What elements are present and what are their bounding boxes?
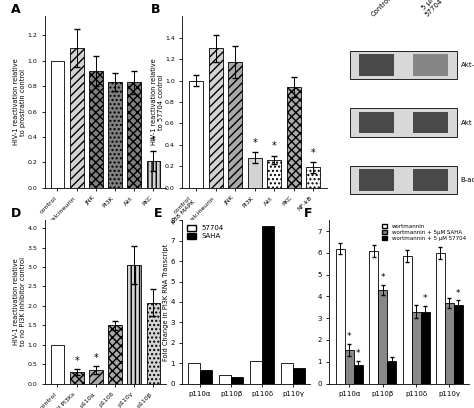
Bar (128, 82, 141, 188)
Bar (281, 363, 293, 384)
Text: *: * (74, 356, 79, 366)
Bar (350, 51, 456, 79)
Bar (420, 312, 429, 384)
Bar (350, 166, 456, 195)
Text: *: * (423, 294, 427, 303)
Bar (359, 169, 394, 191)
Bar (228, 62, 242, 188)
Bar (51, 61, 64, 188)
Text: D: D (11, 207, 21, 220)
Bar (369, 251, 378, 384)
Y-axis label: HIV-1 reactivation relative
to 57704 control: HIV-1 reactivation relative to 57704 con… (151, 59, 164, 145)
Bar (128, 265, 141, 384)
Bar (411, 312, 420, 384)
Text: *: * (347, 332, 352, 341)
Bar (146, 303, 160, 384)
Bar (378, 290, 387, 384)
Text: Akt: Akt (460, 120, 472, 126)
Bar (436, 253, 445, 384)
Bar (287, 87, 301, 188)
Legend: wortmannin, wortmannin + 5µM SAHA, wortmannin + 5 µM 57704: wortmannin, wortmannin + 5µM SAHA, wortm… (382, 223, 466, 242)
Bar (262, 226, 273, 384)
Bar (89, 370, 103, 384)
Text: E: E (155, 207, 163, 220)
Text: *: * (272, 141, 277, 151)
Text: Control: Control (370, 0, 392, 18)
Bar (248, 157, 262, 188)
Bar (402, 256, 411, 384)
Bar (387, 361, 396, 384)
Bar (70, 372, 83, 384)
Text: A: A (11, 3, 21, 16)
Bar (200, 370, 212, 384)
Bar (51, 345, 64, 384)
Text: *: * (381, 273, 385, 282)
Text: F: F (304, 207, 313, 220)
Bar (345, 350, 354, 384)
Bar (108, 82, 122, 188)
Text: *: * (151, 136, 156, 146)
Bar (146, 161, 160, 188)
Bar (413, 54, 448, 75)
Bar (354, 365, 363, 384)
Bar (359, 112, 394, 133)
Text: *: * (356, 350, 361, 359)
Bar (293, 368, 305, 384)
Text: *: * (456, 289, 461, 298)
Bar (445, 303, 454, 384)
Text: *: * (93, 353, 98, 363)
Bar (306, 167, 320, 188)
Bar (209, 49, 223, 188)
Text: *: * (252, 138, 257, 148)
Text: 5 µM
57704: 5 µM 57704 (419, 0, 444, 18)
Bar (250, 361, 262, 384)
Bar (70, 48, 83, 188)
Y-axis label: HIV-1 reactivation relative
to prostratin control: HIV-1 reactivation relative to prostrati… (13, 59, 26, 145)
Bar (413, 169, 448, 191)
Bar (359, 54, 394, 75)
Bar (89, 71, 103, 188)
Y-axis label: HIV-1 reactivation relative
to no PI3K inhibitor control: HIV-1 reactivation relative to no PI3K i… (13, 257, 26, 346)
Bar (219, 375, 231, 384)
Text: B: B (151, 3, 160, 16)
Bar (108, 325, 122, 384)
Text: Akt-P: Akt-P (460, 62, 474, 68)
Bar (350, 108, 456, 137)
Bar (188, 363, 200, 384)
Legend: 57704, SAHA: 57704, SAHA (186, 224, 225, 240)
Bar (413, 112, 448, 133)
Bar (454, 305, 463, 384)
Bar (189, 81, 203, 188)
Y-axis label: Fold Change in PI3K RNA Transcript: Fold Change in PI3K RNA Transcript (163, 243, 169, 361)
Text: *: * (311, 148, 316, 157)
Bar (267, 160, 282, 188)
Text: B-actin: B-actin (460, 177, 474, 183)
Bar (231, 377, 243, 384)
Bar (336, 248, 345, 384)
